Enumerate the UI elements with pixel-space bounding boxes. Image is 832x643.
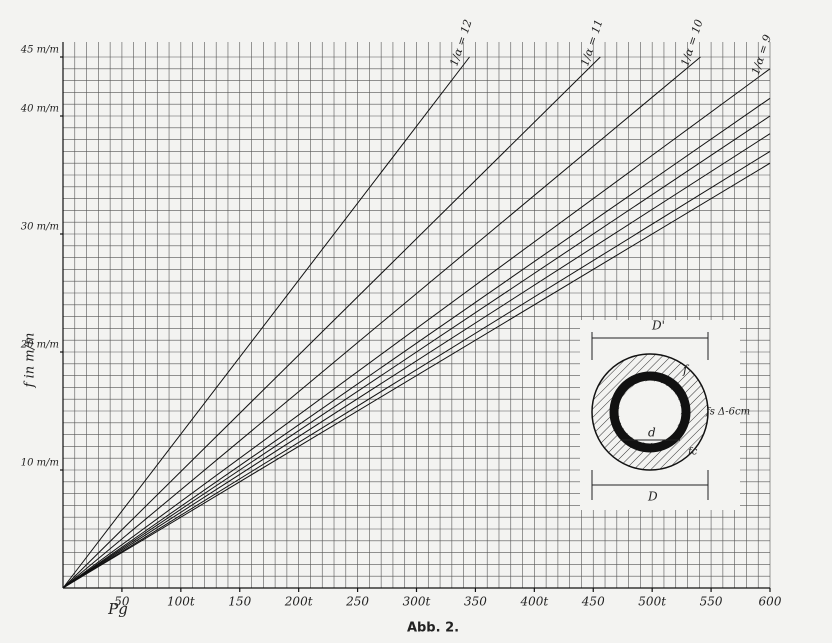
y-tick-label: 45 m/m [20,45,59,56]
steel-ring [609,371,691,453]
x-tick-label: 550 [700,595,723,609]
y-axis-label: f in m/m [23,333,38,389]
series-line [62,133,771,589]
x-tick-label: 350 [464,595,487,609]
inset-figure: D' f fs Δ-6cm d fc D [580,319,750,510]
series-label: 1/α = 9 [749,33,774,76]
x-tick-label: 200t [284,595,313,609]
x-tick-label: 250 [345,595,369,609]
y-tick-label: 10 m/m [21,458,59,469]
series-line [62,56,470,589]
inset-label: f [682,363,690,377]
series-line [62,56,701,589]
series-line [62,68,771,589]
x-tick-label: 600 [759,595,782,609]
x-tick-label: 100t [167,595,195,609]
series-label: 1/α = 12 [447,18,474,68]
x-tick-label: 50 [114,595,130,609]
x-axis-label: Pg [107,600,128,618]
caption: Abb. 2. [407,621,459,636]
x-tick-label: 450 [581,595,605,609]
series-label: 1/α = 11 [578,18,605,68]
y-tick-label: 20 m/m [20,340,59,351]
x-tick-label: 400t [519,595,548,609]
inset-label: fc [687,447,698,458]
series-line [62,56,601,589]
series-line [62,150,771,589]
series-line [62,115,771,589]
x-tick-label: 500t [638,595,666,609]
inset-label: D' [651,319,665,333]
series-label: 1/α = 10 [678,18,705,68]
plot: 50 100t 150 200t 250 300t 350 400t 450 500t 550 600… [20,18,782,618]
inset-label: d [648,426,656,440]
x-tick-label: 150 [228,595,251,609]
inset-label: D [647,490,658,504]
series-line [62,97,771,589]
x-tick-label: 300t [403,595,431,609]
core [619,381,681,443]
series-line [62,162,771,589]
y-tick-label: 30 m/m [21,222,59,233]
inset-label: fs Δ-6cm [705,407,750,418]
y-tick-label: 40 m/m [20,104,59,115]
